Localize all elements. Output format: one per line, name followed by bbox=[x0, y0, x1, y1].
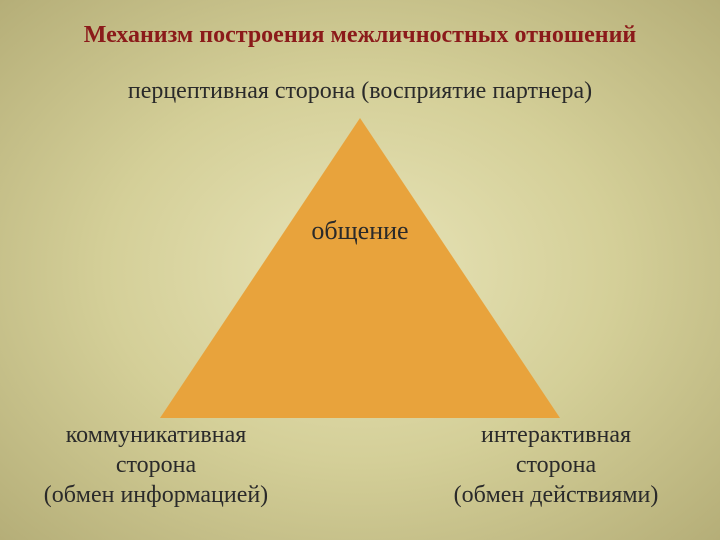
slide-title: Механизм построения межличностных отноше… bbox=[0, 22, 720, 49]
left-line3: (обмен информацией) bbox=[16, 480, 296, 510]
right-vertex-label: интерактивная сторона (обмен действиями) bbox=[416, 420, 696, 510]
left-line1: коммуникативная bbox=[16, 420, 296, 450]
right-line1: интерактивная bbox=[416, 420, 696, 450]
left-vertex-label: коммуникативная сторона (обмен информаци… bbox=[16, 420, 296, 510]
left-line2: сторона bbox=[16, 450, 296, 480]
right-line2: сторона bbox=[416, 450, 696, 480]
triangle-shape bbox=[160, 118, 560, 418]
right-line3: (обмен действиями) bbox=[416, 480, 696, 510]
apex-label: перцептивная сторона (восприятие партнер… bbox=[0, 78, 720, 105]
center-label: общение bbox=[0, 216, 720, 246]
